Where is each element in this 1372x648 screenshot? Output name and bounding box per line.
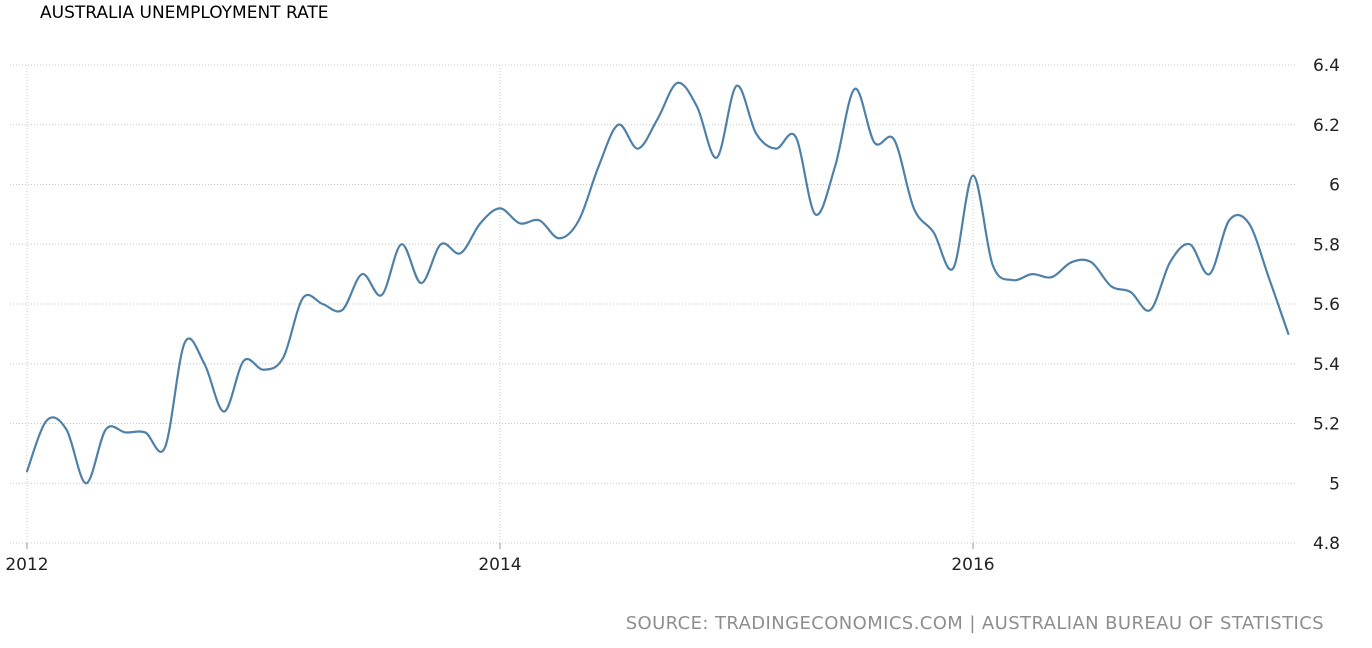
y-tick-label: 5.4 xyxy=(1313,355,1340,375)
y-tick-label: 4.8 xyxy=(1313,534,1340,554)
series-line xyxy=(25,81,1290,485)
x-tick-label: 2014 xyxy=(478,555,521,575)
y-tick-label: 5.2 xyxy=(1313,415,1340,435)
y-tick-label: 5.6 xyxy=(1313,295,1340,315)
y-tick-label: 5.8 xyxy=(1313,235,1340,255)
chart-title: AUSTRALIA UNEMPLOYMENT RATE xyxy=(40,3,329,23)
y-tick-label: 6.4 xyxy=(1313,56,1340,76)
y-tick-label: 6.2 xyxy=(1313,116,1340,136)
y-tick-label: 5 xyxy=(1329,474,1340,494)
x-tick-label: 2016 xyxy=(951,555,994,575)
source-attribution: SOURCE: TRADINGECONOMICS.COM | AUSTRALIA… xyxy=(625,613,1324,634)
y-tick-label: 6 xyxy=(1329,176,1340,196)
x-tick-label: 2012 xyxy=(5,555,48,575)
